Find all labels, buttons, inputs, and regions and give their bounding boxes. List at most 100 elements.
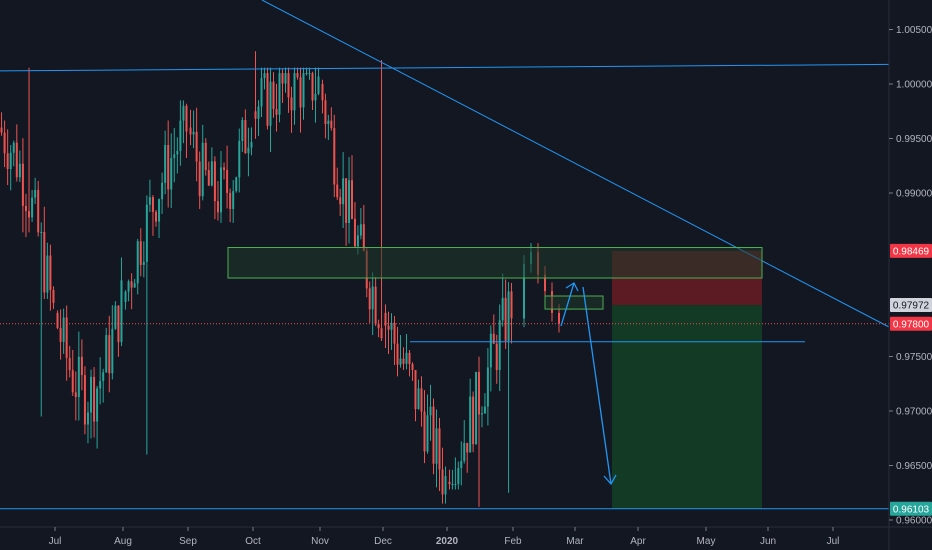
candle-body [226,169,229,193]
price-tag-label: 0.97800 [893,319,930,330]
position-ranges [612,250,762,509]
candle [302,67,305,120]
candle [207,161,210,187]
candle-body [43,232,46,293]
take-profit-zone[interactable] [612,305,762,509]
candle-body [414,370,417,410]
candle [198,151,201,209]
x-tick-label: May [697,536,716,547]
candle [83,366,86,435]
x-tick-label: Oct [245,536,261,547]
descending-trendline[interactable] [261,0,890,328]
candle-body [451,484,454,486]
candle-body [393,322,396,344]
candle-body [374,286,377,324]
x-tick-label: Dec [374,536,392,547]
candle-body [254,111,257,119]
y-tick-label: 1.00000 [896,80,932,91]
candle [486,348,489,426]
candle-body [423,411,426,452]
candle-body [266,73,269,126]
candle [263,67,266,90]
candle [241,117,244,152]
candle-body [86,412,89,425]
candle-body [207,170,210,186]
candle-body [52,289,55,303]
candle-body [6,153,9,170]
candle [501,273,504,327]
candle-body [501,297,504,321]
candle-body [290,97,293,111]
candle [351,155,353,220]
candle [377,319,380,338]
candle-body [275,108,278,115]
candle [24,193,27,238]
y-tick-label: 0.99000 [896,189,932,200]
retest-zone[interactable] [544,295,604,310]
candle [28,67,31,233]
candle [414,370,417,422]
candle [498,304,501,392]
candle-body [402,358,405,364]
candle-body [161,182,164,200]
candle [102,368,105,403]
y-tick-label: 0.99500 [896,134,932,145]
down-arrow[interactable] [582,286,617,486]
x-tick-label: 2020 [436,536,459,547]
candle [139,228,142,277]
candle [435,409,438,488]
candle-body [351,180,353,219]
candle-body [232,191,235,209]
candle [90,369,93,439]
up-arrow[interactable] [560,282,579,327]
candle [250,127,253,156]
candle [37,180,40,237]
candle-body [330,120,333,129]
candle [201,124,204,201]
candle-body [24,205,27,212]
resistance-line[interactable] [0,63,890,72]
candle [155,209,157,227]
candle-body [189,127,192,135]
candle-body [472,396,475,445]
candle-body [305,73,308,75]
candle-body [359,224,362,236]
candle-body [417,388,420,410]
candle [120,257,123,347]
candle-body [46,255,49,293]
x-tick-label: Jul [827,536,840,547]
resistance-zone[interactable] [227,247,763,279]
candle [269,67,272,152]
candle [438,417,441,491]
price-tag: 0.96103 [890,501,932,516]
candle-body [244,120,247,154]
candle-body [296,73,299,78]
candle [405,333,408,370]
candle [463,420,466,464]
candle-body [142,261,145,265]
candle [204,138,207,176]
candle [260,67,263,117]
price-tag: 0.97800 [890,316,932,331]
candle [460,441,463,486]
candle [417,379,420,410]
candle [49,244,52,311]
candle [59,309,62,360]
candle [71,349,74,396]
candle [299,67,302,133]
x-tick-label: Apr [630,536,646,547]
candle-body [348,180,351,223]
candle [114,301,117,330]
price-tag-label: 0.97972 [893,301,930,312]
candle-body [441,469,444,495]
price-tag-label: 0.96103 [893,504,930,515]
candle [444,466,447,504]
candle-body [466,443,469,453]
candle [145,195,148,455]
candle-body [448,481,451,485]
candle-body [148,197,151,205]
candle-body [195,131,198,162]
price-tag: 0.98469 [890,243,932,258]
candle [164,130,167,195]
